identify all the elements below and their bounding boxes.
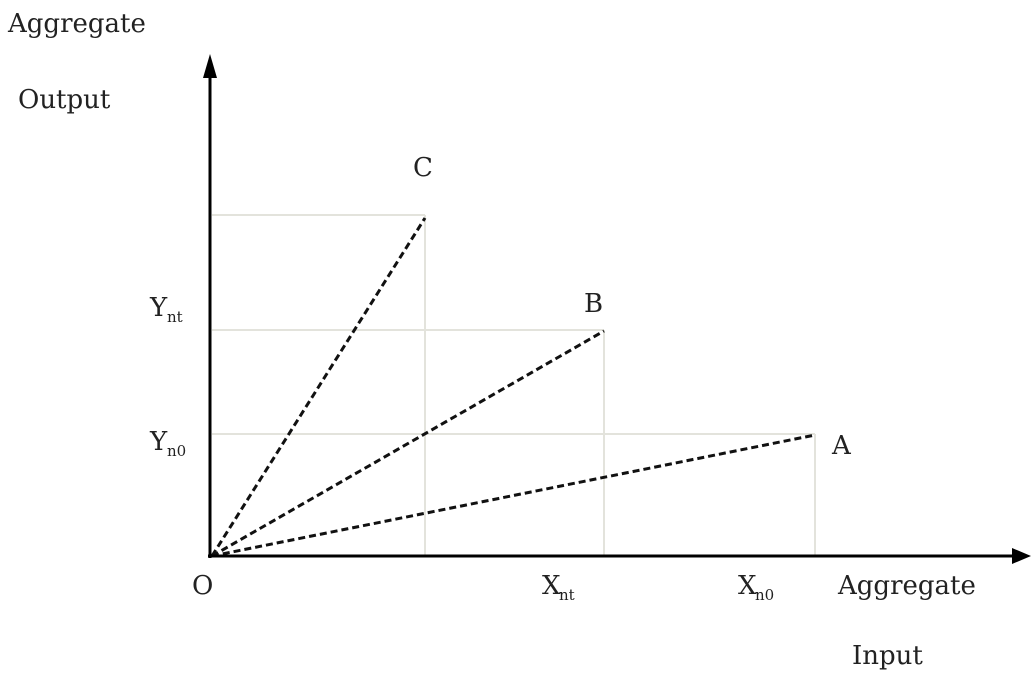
y-tick-yn0-sub: n0 [167, 442, 186, 460]
ray-b [211, 329, 605, 558]
point-label-b: B [584, 289, 603, 319]
x-axis-label-line2: Input [852, 641, 923, 671]
origin-label: O [192, 571, 213, 601]
x-tick-xnt-main: X [542, 571, 561, 601]
x-tick-xnt: X nt [542, 571, 575, 604]
y-tick-ynt-sub: nt [167, 308, 183, 326]
ray-c [210, 217, 427, 557]
y-tick-yn0-main: Y [149, 427, 168, 457]
point-label-c: C [413, 153, 433, 183]
x-tick-xn0-main: X [738, 571, 757, 601]
y-axis-label-line2: Output [18, 85, 111, 115]
point-label-a: A [831, 431, 852, 461]
y-tick-ynt: Y nt [149, 293, 183, 326]
x-axis-label-line1: Aggregate [837, 571, 976, 601]
y-tick-ynt-main: Y [149, 293, 168, 323]
guide-lines [212, 214, 816, 556]
ray-a [211, 433, 816, 558]
x-axis-arrow-icon [1012, 548, 1031, 564]
rays [210, 217, 816, 558]
x-tick-xn0: X n0 [738, 571, 774, 604]
y-axis-arrow-icon [203, 54, 217, 78]
x-tick-xnt-sub: nt [559, 586, 575, 604]
y-axis-label-line1: Aggregate [7, 9, 146, 39]
axes [203, 54, 1031, 564]
x-tick-xn0-sub: n0 [755, 586, 774, 604]
y-tick-yn0: Y n0 [149, 427, 186, 460]
